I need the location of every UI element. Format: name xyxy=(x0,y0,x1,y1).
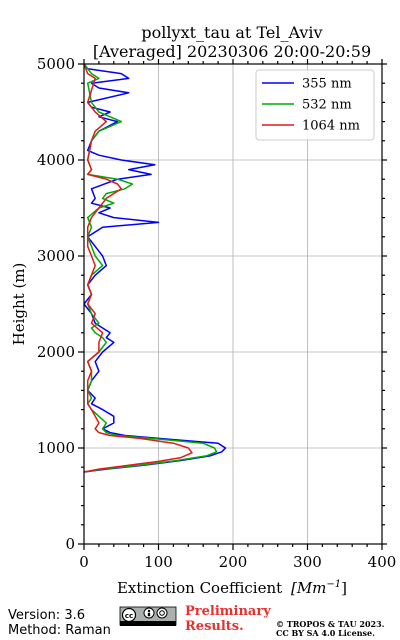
y-tick-label-2000: 2000 xyxy=(37,343,75,361)
x-axis-unit-close: ] xyxy=(341,579,347,597)
y-tick-label-0: 0 xyxy=(65,535,75,553)
y-tick-label-3000: 3000 xyxy=(37,247,75,265)
sa-icon-ring xyxy=(159,610,165,616)
y-axis-label: Height (m) xyxy=(10,263,28,346)
legend: 355 nm 532 nm 1064 nm xyxy=(255,69,375,141)
y-tick-label-1000: 1000 xyxy=(37,439,75,457)
copyright-text-2: CC BY SA 4.0 License. xyxy=(276,628,375,638)
x-tick-label-300: 300 xyxy=(293,553,322,571)
series-line-1064-nm xyxy=(84,64,193,473)
preliminary-text-1: Preliminary xyxy=(185,604,271,619)
chart-title-line-1: pollyxt_tau at Tel_Aviv xyxy=(141,23,322,42)
series-line-355-nm xyxy=(84,64,227,473)
x-axis-unit-exp: −1 xyxy=(326,579,341,590)
legend-label-532-nm: 532 nm xyxy=(302,98,352,113)
x-tick-label-200: 200 xyxy=(219,553,248,571)
y-tick-label-5000: 5000 xyxy=(37,55,75,73)
legend-label-355-nm: 355 nm xyxy=(302,77,352,92)
series-layer xyxy=(84,64,227,473)
by-icon-body xyxy=(147,612,151,617)
x-tick-label-100: 100 xyxy=(144,553,173,571)
cc-by-sa-badge: cc xyxy=(119,606,177,626)
chart-title-line-2: [Averaged] 20230306 20:00-20:59 xyxy=(93,42,371,61)
x-axis-label-text: Extinction Coefficient xyxy=(117,579,282,597)
cc-icon-glyph: cc xyxy=(125,612,133,620)
method-text: Method: Raman xyxy=(8,623,111,638)
sa-icon xyxy=(156,607,168,619)
y-tick-label-4000: 4000 xyxy=(37,151,75,169)
x-axis-label: Extinction Coefficient [Mm−1] xyxy=(117,579,347,597)
preliminary-text-2: Results. xyxy=(185,619,244,634)
x-axis-label-unit: [ xyxy=(291,579,297,597)
x-tick-label-0: 0 xyxy=(79,553,89,571)
cc-badge-bar xyxy=(120,621,176,626)
legend-label-1064-nm: 1064 nm xyxy=(302,119,360,134)
x-tick-label-400: 400 xyxy=(368,553,397,571)
by-icon-dot xyxy=(147,609,151,613)
version-text: Version: 3.6 xyxy=(8,608,85,623)
legend-box xyxy=(255,69,375,141)
x-axis-unit-base: Mm xyxy=(296,579,327,597)
cc-icon xyxy=(121,607,137,623)
copyright-text-1: © TROPOS & TAU 2023. xyxy=(276,619,385,629)
